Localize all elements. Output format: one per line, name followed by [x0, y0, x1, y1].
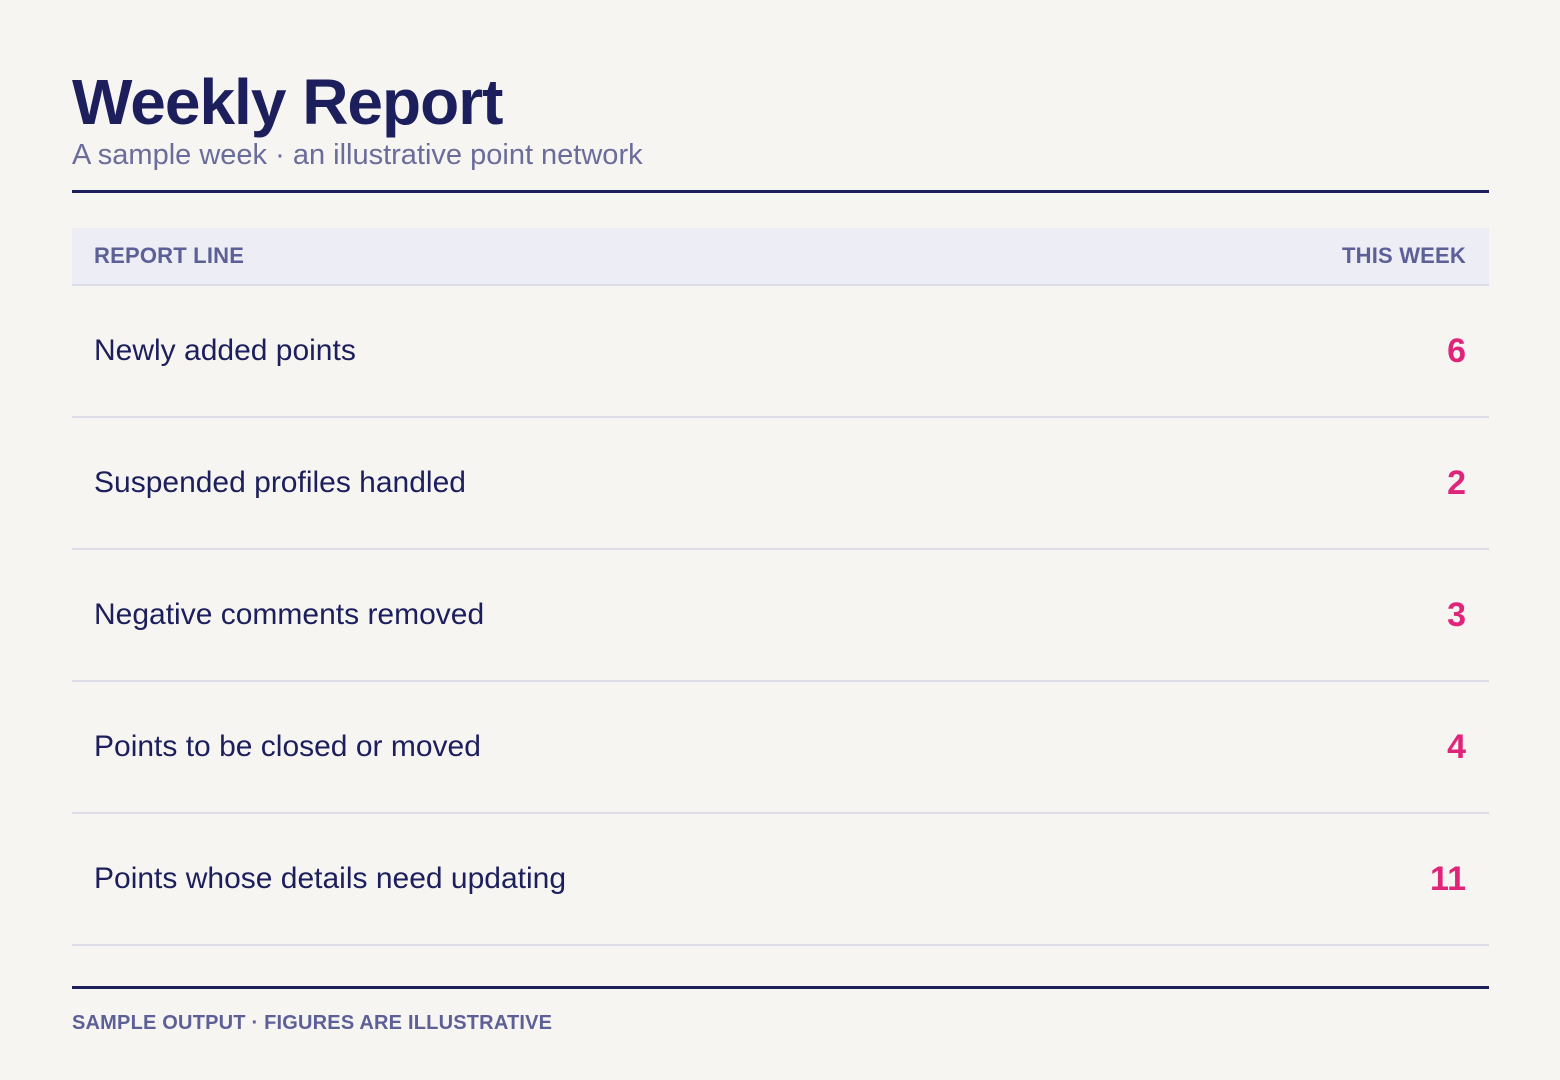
column-header-this-week: THIS WEEK	[1341, 243, 1466, 268]
table-row: Negative comments removed 3	[72, 550, 1489, 682]
table-row: Suspended profiles handled 2	[72, 418, 1489, 550]
report-page: Weekly Report A sample week · an illustr…	[72, 0, 1489, 1080]
row-value: 3	[1447, 595, 1466, 634]
row-value: 4	[1447, 727, 1466, 766]
page-title: Weekly Report	[72, 66, 503, 138]
header-divider	[72, 190, 1489, 193]
report-table: REPORT LINE THIS WEEK Newly added points…	[72, 228, 1489, 946]
footer-note: SAMPLE OUTPUT · FIGURES ARE ILLUSTRATIVE	[72, 1012, 553, 1034]
column-header-report-line: REPORT LINE	[94, 243, 245, 268]
row-label: Negative comments removed	[94, 598, 485, 631]
row-label: Points whose details need updating	[94, 862, 567, 895]
row-value: 11	[1430, 859, 1466, 898]
row-label: Suspended profiles handled	[94, 466, 466, 499]
table-row: Points whose details need updating 11	[72, 814, 1489, 946]
footer-divider	[72, 986, 1489, 989]
page-subtitle: A sample week · an illustrative point ne…	[72, 139, 643, 171]
row-value: 2	[1447, 463, 1466, 502]
row-label: Newly added points	[94, 334, 356, 367]
row-value: 6	[1447, 331, 1466, 370]
row-label: Points to be closed or moved	[94, 730, 481, 763]
table-row: Newly added points 6	[72, 286, 1489, 418]
table-header: REPORT LINE THIS WEEK	[72, 228, 1489, 286]
table-row: Points to be closed or moved 4	[72, 682, 1489, 814]
table-body: Newly added points 6 Suspended profiles …	[72, 286, 1489, 946]
